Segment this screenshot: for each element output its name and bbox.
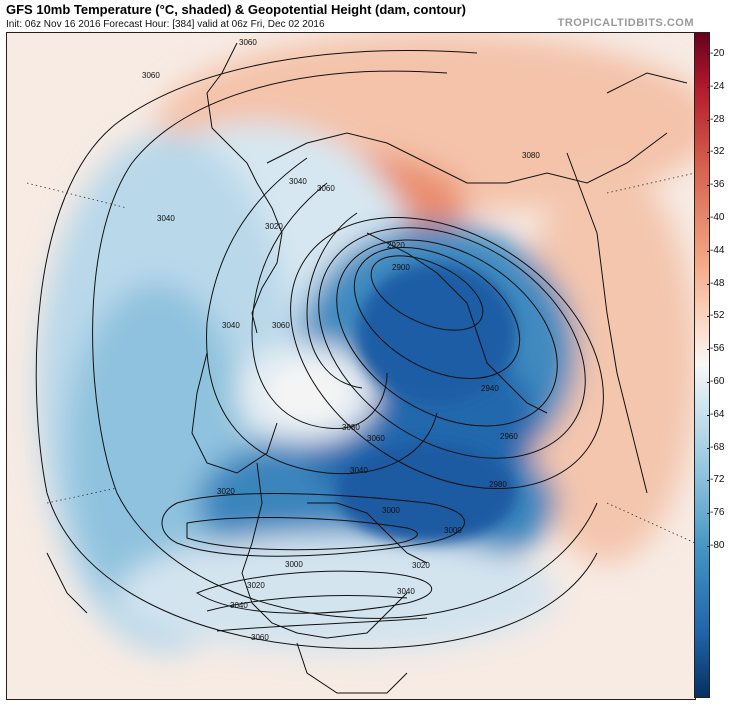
colorbar-tick-label: -68 [706, 441, 725, 453]
colorbar-tick-label: -72 [706, 474, 725, 486]
colorbar-tick-label: -76 [706, 507, 725, 519]
temperature-shading [7, 33, 695, 699]
colorbar-tick-label: -40 [706, 212, 725, 223]
svg-text:3040: 3040 [397, 587, 415, 596]
colorbar-tick-label: -36 [706, 179, 725, 191]
height-contours [35, 50, 604, 649]
svg-text:3040: 3040 [350, 466, 368, 475]
svg-text:3020: 3020 [265, 222, 283, 231]
svg-text:3040: 3040 [289, 177, 307, 186]
colorbar-tick-label: -60 [706, 376, 725, 387]
svg-text:3060: 3060 [251, 633, 269, 642]
svg-text:3000: 3000 [444, 526, 462, 535]
graticule [26, 172, 695, 544]
temperature-colorbar [694, 32, 710, 698]
colorbar-tick-label: -64 [706, 408, 725, 420]
svg-text:3060: 3060 [317, 184, 335, 193]
svg-text:3060: 3060 [239, 38, 257, 47]
svg-text:3040: 3040 [222, 321, 240, 330]
svg-text:3020: 3020 [247, 581, 265, 590]
svg-text:3000: 3000 [285, 560, 303, 569]
svg-text:3060: 3060 [272, 321, 290, 330]
contour-labels: 3060 3060 3060 3040 3040 3020 3080 2920 … [142, 38, 540, 642]
svg-text:2980: 2980 [489, 480, 507, 489]
colorbar-tick-label: -20 [706, 48, 725, 59]
colorbar-tick-label: -48 [706, 277, 725, 289]
svg-text:3040: 3040 [157, 214, 175, 223]
colorbar-tick-label: -80 [706, 540, 725, 551]
svg-text:3060: 3060 [367, 434, 385, 443]
svg-text:3020: 3020 [217, 487, 235, 496]
brand-watermark[interactable]: TROPICALTIDBITS.COM [557, 17, 694, 29]
colorbar-tick-label: -24 [706, 80, 725, 92]
colorbar-tick-label: -28 [706, 113, 725, 125]
svg-text:2940: 2940 [481, 384, 499, 393]
weather-map[interactable]: 3060 3060 3060 3040 3040 3020 3080 2920 … [6, 32, 696, 700]
svg-text:3000: 3000 [382, 506, 400, 515]
svg-text:3020: 3020 [412, 561, 430, 570]
svg-text:2960: 2960 [500, 432, 518, 441]
svg-text:3080: 3080 [522, 151, 540, 160]
colorbar-tick-label: -56 [706, 343, 725, 355]
colorbar-tick-label: -52 [706, 310, 725, 322]
chart-subtitle: Init: 06z Nov 16 2016 Forecast Hour: [38… [6, 19, 325, 30]
chart-title: GFS 10mb Temperature (°C, shaded) & Geop… [6, 2, 467, 17]
svg-text:3080: 3080 [342, 423, 360, 432]
coastlines [46, 42, 688, 694]
colorbar-tick-label: -44 [706, 244, 725, 256]
svg-text:2900: 2900 [392, 263, 410, 272]
svg-text:2920: 2920 [387, 241, 405, 250]
svg-text:3040: 3040 [230, 601, 248, 610]
svg-text:3060: 3060 [142, 71, 160, 80]
colorbar-tick-label: -32 [706, 146, 725, 158]
